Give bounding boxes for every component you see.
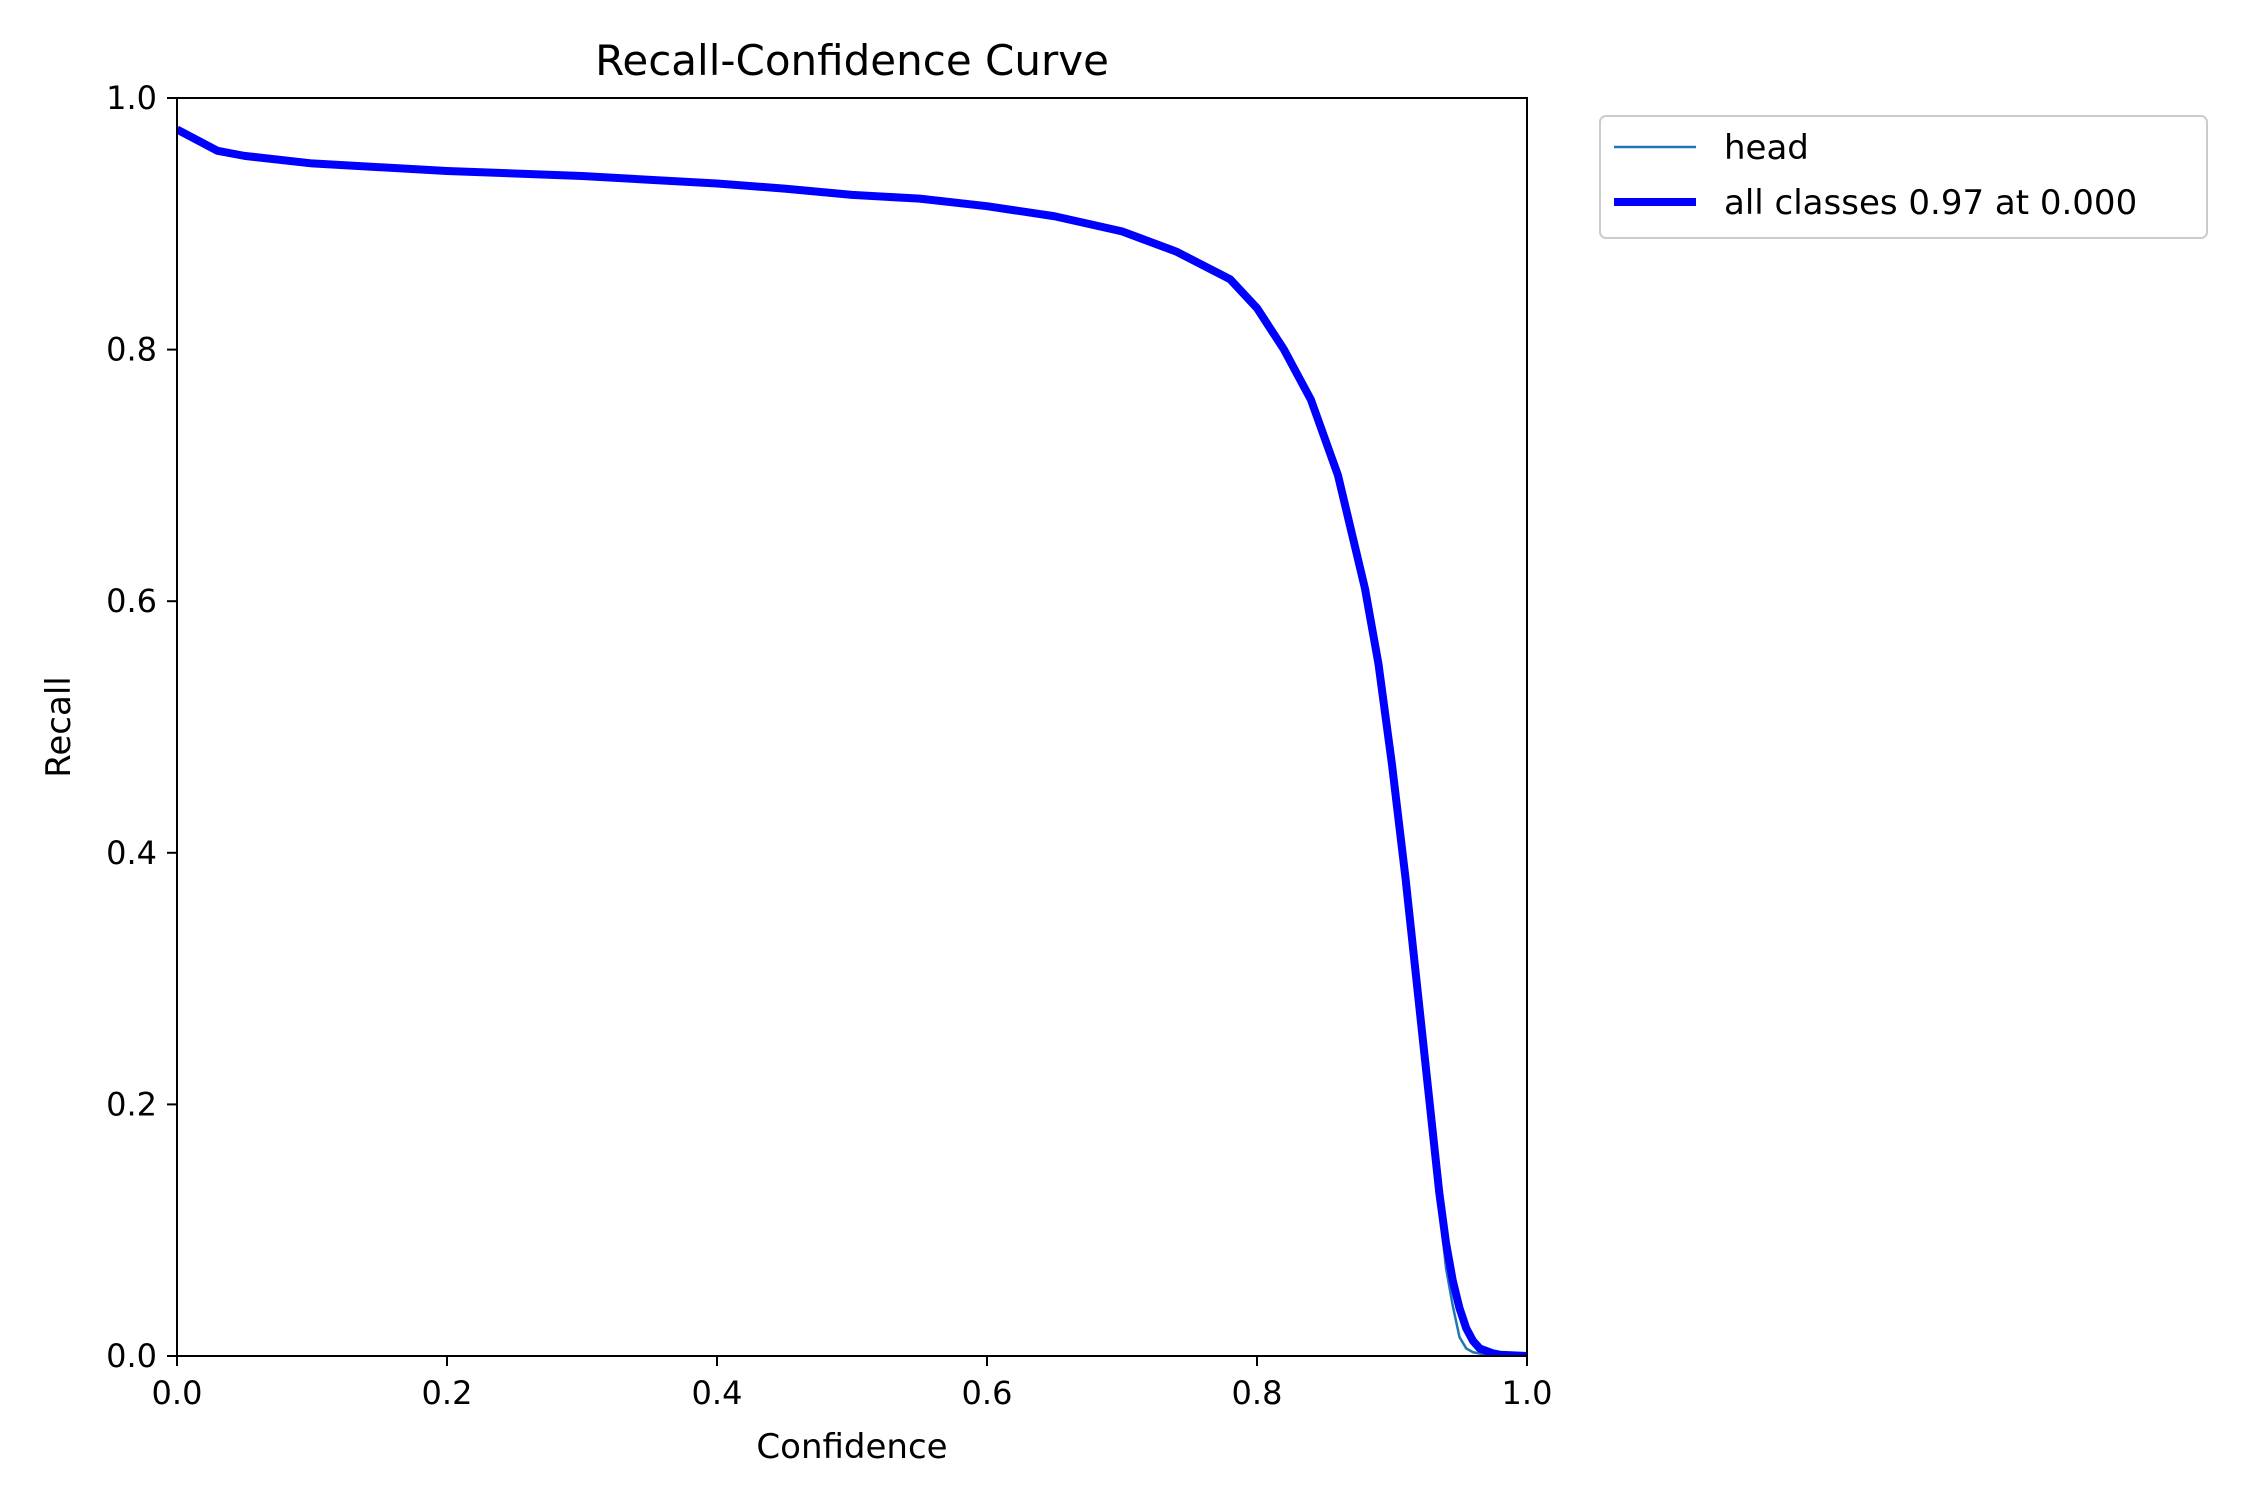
y-tick-label: 0.6 bbox=[106, 582, 157, 620]
legend-label-all-classes: all classes 0.97 at 0.000 bbox=[1724, 183, 2137, 223]
x-axis-label: Confidence bbox=[756, 1427, 947, 1467]
y-tick-label: 1.0 bbox=[106, 79, 157, 117]
x-tick-label: 0.6 bbox=[962, 1374, 1013, 1412]
plot-frame bbox=[176, 97, 1528, 1357]
legend-label-head: head bbox=[1724, 128, 1809, 168]
x-tick-label: 0.0 bbox=[152, 1374, 203, 1412]
legend: head all classes 0.97 at 0.000 bbox=[1599, 115, 2208, 239]
plot-area bbox=[176, 97, 1528, 1357]
y-axis-label: Recall bbox=[39, 676, 79, 777]
y-tick-label: 0.8 bbox=[106, 331, 157, 369]
y-axis-ticks: 0.0 0.2 0.4 0.6 0.8 1.0 bbox=[106, 79, 177, 1375]
y-tick-label: 0.4 bbox=[106, 834, 157, 872]
legend-box bbox=[1599, 115, 2208, 239]
x-tick-label: 1.0 bbox=[1502, 1374, 1553, 1412]
chart-title: Recall-Confidence Curve bbox=[595, 36, 1109, 85]
x-tick-label: 0.8 bbox=[1232, 1374, 1283, 1412]
series-line-all-classes bbox=[177, 125, 1527, 1356]
y-tick-label: 0.0 bbox=[106, 1337, 157, 1375]
x-tick-label: 0.2 bbox=[422, 1374, 473, 1412]
plot-background bbox=[177, 98, 1527, 1356]
x-tick-label: 0.4 bbox=[692, 1374, 743, 1412]
y-tick-label: 0.2 bbox=[106, 1085, 157, 1123]
series-layer bbox=[177, 125, 1527, 1356]
x-axis-ticks: 0.0 0.2 0.4 0.6 0.8 1.0 bbox=[152, 1356, 1553, 1412]
